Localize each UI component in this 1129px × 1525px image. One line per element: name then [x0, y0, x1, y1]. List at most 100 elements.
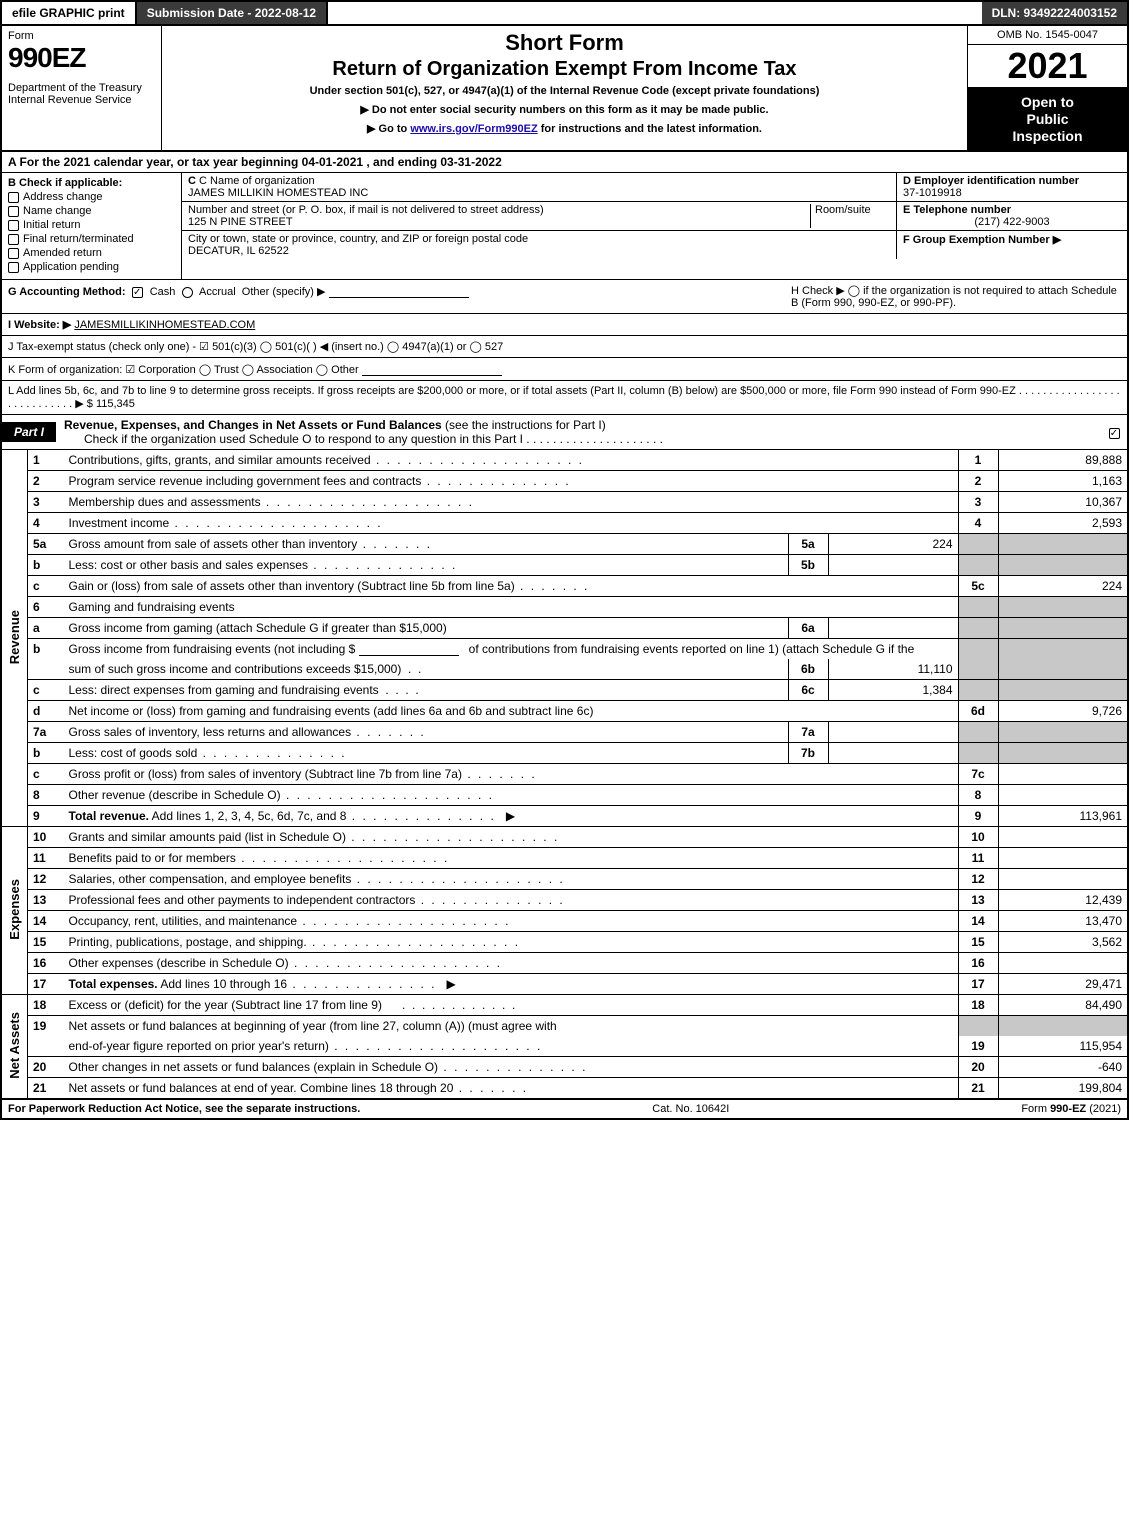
- line-20: 20 Other changes in net assets or fund b…: [1, 1057, 1128, 1078]
- l16-box: 16: [958, 953, 998, 974]
- f-label: F Group Exemption Number ▶: [903, 234, 1061, 246]
- line-5c: c Gain or (loss) from sale of assets oth…: [1, 576, 1128, 597]
- l19-desc2: end-of-year figure reported on prior yea…: [64, 1036, 959, 1057]
- l6a-num: a: [28, 618, 64, 639]
- l6c-num: c: [28, 680, 64, 701]
- l17-desc: Total expenses. Add lines 10 through 16 …: [64, 974, 959, 995]
- note-link: ▶ Go to www.irs.gov/Form990EZ for instru…: [168, 122, 961, 135]
- l6d-desc: Net income or (loss) from gaming and fun…: [64, 701, 959, 722]
- l11-num: 11: [28, 848, 64, 869]
- l6b-num: b: [28, 639, 64, 660]
- l6d-val: 9,726: [998, 701, 1128, 722]
- l3-desc: Membership dues and assessments: [64, 492, 959, 513]
- l4-num: 4: [28, 513, 64, 534]
- l4-desc: Investment income: [64, 513, 959, 534]
- l7b-num: b: [28, 743, 64, 764]
- l6a-box-grey: [958, 618, 998, 639]
- chk-cash[interactable]: [132, 287, 143, 298]
- l20-val: -640: [998, 1057, 1128, 1078]
- website-url[interactable]: JAMESMILLIKINHOMESTEAD.COM: [74, 319, 255, 331]
- part1-title: Revenue, Expenses, and Changes in Net As…: [56, 415, 1105, 449]
- l12-val: [998, 869, 1128, 890]
- l14-num: 14: [28, 911, 64, 932]
- l7b-desc: Less: cost of goods sold: [64, 743, 789, 764]
- l6b1-box-grey: [958, 639, 998, 660]
- chk-initial-return[interactable]: Initial return: [8, 219, 175, 231]
- addr-cell: Number and street (or P. O. box, if mail…: [182, 202, 897, 230]
- l18-num: 18: [28, 995, 64, 1016]
- l2-num: 2: [28, 471, 64, 492]
- line-16: 16 Other expenses (describe in Schedule …: [1, 953, 1128, 974]
- chk-application-pending[interactable]: Application pending: [8, 261, 175, 273]
- l7c-num: c: [28, 764, 64, 785]
- note-ssn: ▶ Do not enter social security numbers o…: [168, 103, 961, 116]
- l7b-box-grey: [958, 743, 998, 764]
- k-other-field[interactable]: [362, 362, 502, 376]
- addr-street: 125 N PINE STREET: [188, 216, 810, 228]
- l6b-contrib-field[interactable]: [359, 642, 459, 656]
- l14-desc: Occupancy, rent, utilities, and maintena…: [64, 911, 959, 932]
- row-j-tax-exempt: J Tax-exempt status (check only one) - ☑…: [0, 336, 1129, 358]
- line-8: 8 Other revenue (describe in Schedule O)…: [1, 785, 1128, 806]
- l19-desc: Net assets or fund balances at beginning…: [64, 1016, 959, 1037]
- k-text: K Form of organization: ☑ Corporation ◯ …: [8, 364, 359, 376]
- line-6d: d Net income or (loss) from gaming and f…: [1, 701, 1128, 722]
- l6c-desc: Less: direct expenses from gaming and fu…: [64, 680, 789, 701]
- chk-name-change[interactable]: Name change: [8, 205, 175, 217]
- l7c-desc: Gross profit or (loss) from sales of inv…: [64, 764, 959, 785]
- l15-num: 15: [28, 932, 64, 953]
- l6b2-num: [28, 659, 64, 680]
- other-specify-field[interactable]: [329, 284, 469, 298]
- l11-val: [998, 848, 1128, 869]
- line-6b-2: sum of such gross income and contributio…: [1, 659, 1128, 680]
- header-left: Form 990EZ Department of the Treasury In…: [2, 26, 162, 150]
- l5c-box: 5c: [958, 576, 998, 597]
- l17-val: 29,471: [998, 974, 1128, 995]
- line-4: 4 Investment income 4 2,593: [1, 513, 1128, 534]
- chk-accrual[interactable]: [182, 287, 193, 298]
- l15-box: 15: [958, 932, 998, 953]
- l1-box: 1: [958, 450, 998, 471]
- l7b-sub: 7b: [788, 743, 828, 764]
- l21-box: 21: [958, 1078, 998, 1099]
- chk-address-change[interactable]: Address change: [8, 191, 175, 203]
- line-12: 12 Salaries, other compensation, and emp…: [1, 869, 1128, 890]
- line-6: 6 Gaming and fundraising events: [1, 597, 1128, 618]
- efile-tab[interactable]: efile GRAPHIC print: [2, 2, 137, 24]
- l6b2-val-grey: [998, 659, 1128, 680]
- l19b-num: [28, 1036, 64, 1057]
- l5b-num: b: [28, 555, 64, 576]
- open-to-public: Open to Public Inspection: [968, 88, 1127, 150]
- l14-box: 14: [958, 911, 998, 932]
- l5c-num: c: [28, 576, 64, 597]
- c-name-cell: C C Name of organization JAMES MILLIKIN …: [182, 173, 897, 201]
- l4-val: 2,593: [998, 513, 1128, 534]
- part1-check-line: Check if the organization used Schedule …: [64, 432, 1097, 446]
- l6b2-box-grey: [958, 659, 998, 680]
- e-label: E Telephone number: [903, 204, 1011, 216]
- chk-amended-return[interactable]: Amended return: [8, 247, 175, 259]
- l6a-subval: [828, 618, 958, 639]
- l18-box: 18: [958, 995, 998, 1016]
- l7c-box: 7c: [958, 764, 998, 785]
- row-k-org-form: K Form of organization: ☑ Corporation ◯ …: [0, 358, 1129, 381]
- chk-final-return[interactable]: Final return/terminated: [8, 233, 175, 245]
- l19-box-grey: [958, 1016, 998, 1037]
- l6c-val-grey: [998, 680, 1128, 701]
- subtitle: Under section 501(c), 527, or 4947(a)(1)…: [168, 85, 961, 97]
- line-3: 3 Membership dues and assessments 3 10,3…: [1, 492, 1128, 513]
- irs-link[interactable]: www.irs.gov/Form990EZ: [410, 123, 537, 135]
- line-6b-1: b Gross income from fundraising events (…: [1, 639, 1128, 660]
- line-1: Revenue 1 Contributions, gifts, grants, …: [1, 450, 1128, 471]
- city-label: City or town, state or province, country…: [188, 233, 890, 245]
- l10-num: 10: [28, 827, 64, 848]
- l11-desc: Benefits paid to or for members: [64, 848, 959, 869]
- form-label: Form: [8, 30, 155, 42]
- footer: For Paperwork Reduction Act Notice, see …: [0, 1099, 1129, 1120]
- l6c-box-grey: [958, 680, 998, 701]
- part1-schedule-o-check[interactable]: [1105, 425, 1127, 439]
- l6d-num: d: [28, 701, 64, 722]
- l5c-desc: Gain or (loss) from sale of assets other…: [64, 576, 959, 597]
- dept-label: Department of the Treasury: [8, 82, 155, 94]
- open-line1: Open to: [972, 94, 1123, 111]
